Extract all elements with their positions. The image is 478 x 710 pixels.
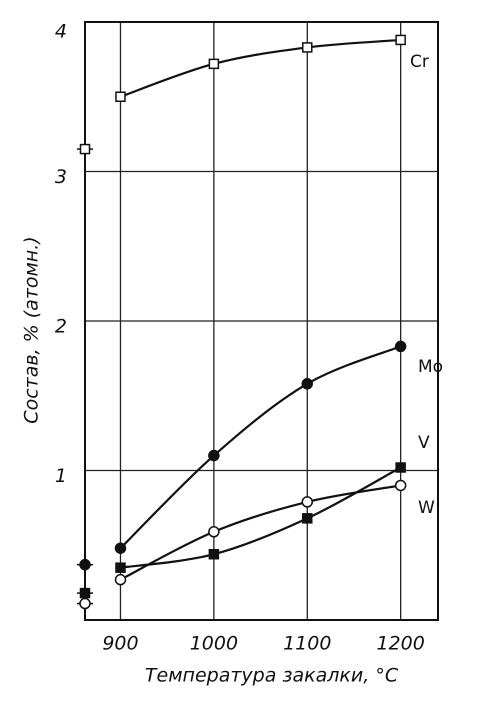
marker (395, 462, 406, 473)
series-label: Cr (410, 52, 429, 72)
marker (208, 449, 220, 462)
marker (79, 587, 91, 599)
marker (79, 558, 91, 571)
series-label: V (418, 433, 430, 453)
marker (208, 58, 220, 70)
x-tick-label: 1000 (190, 633, 238, 655)
marker (302, 513, 313, 524)
plot-frame (84, 21, 439, 621)
y-tick-label: 4 (55, 21, 67, 43)
marker (394, 479, 407, 492)
series-label: W (418, 498, 435, 518)
marker (395, 34, 406, 46)
marker (79, 597, 91, 610)
marker (394, 340, 407, 353)
y-tick-label: 2 (55, 316, 67, 338)
marker (208, 548, 220, 560)
series-label: Mo (418, 357, 443, 377)
x-tick-label: 1200 (376, 633, 424, 655)
x-tick-label: 1100 (283, 633, 331, 655)
marker (115, 562, 126, 573)
y-tick-label: 1 (55, 465, 67, 487)
x-tick-label: 900 (102, 633, 138, 655)
marker (114, 542, 127, 554)
marker (301, 378, 314, 390)
marker (208, 526, 220, 538)
x-axis-label: Температура закалки, °С (145, 665, 399, 687)
series-line (119, 345, 402, 550)
marker (301, 496, 314, 508)
y-tick-label: 3 (55, 166, 67, 188)
series-line (120, 466, 402, 569)
series-line (120, 38, 401, 98)
marker (79, 143, 91, 155)
marker (115, 91, 126, 102)
series-line (119, 484, 401, 581)
y-axis-label: Состав, % (атомн.) (21, 236, 43, 423)
marker (302, 42, 313, 53)
marker (114, 573, 127, 586)
